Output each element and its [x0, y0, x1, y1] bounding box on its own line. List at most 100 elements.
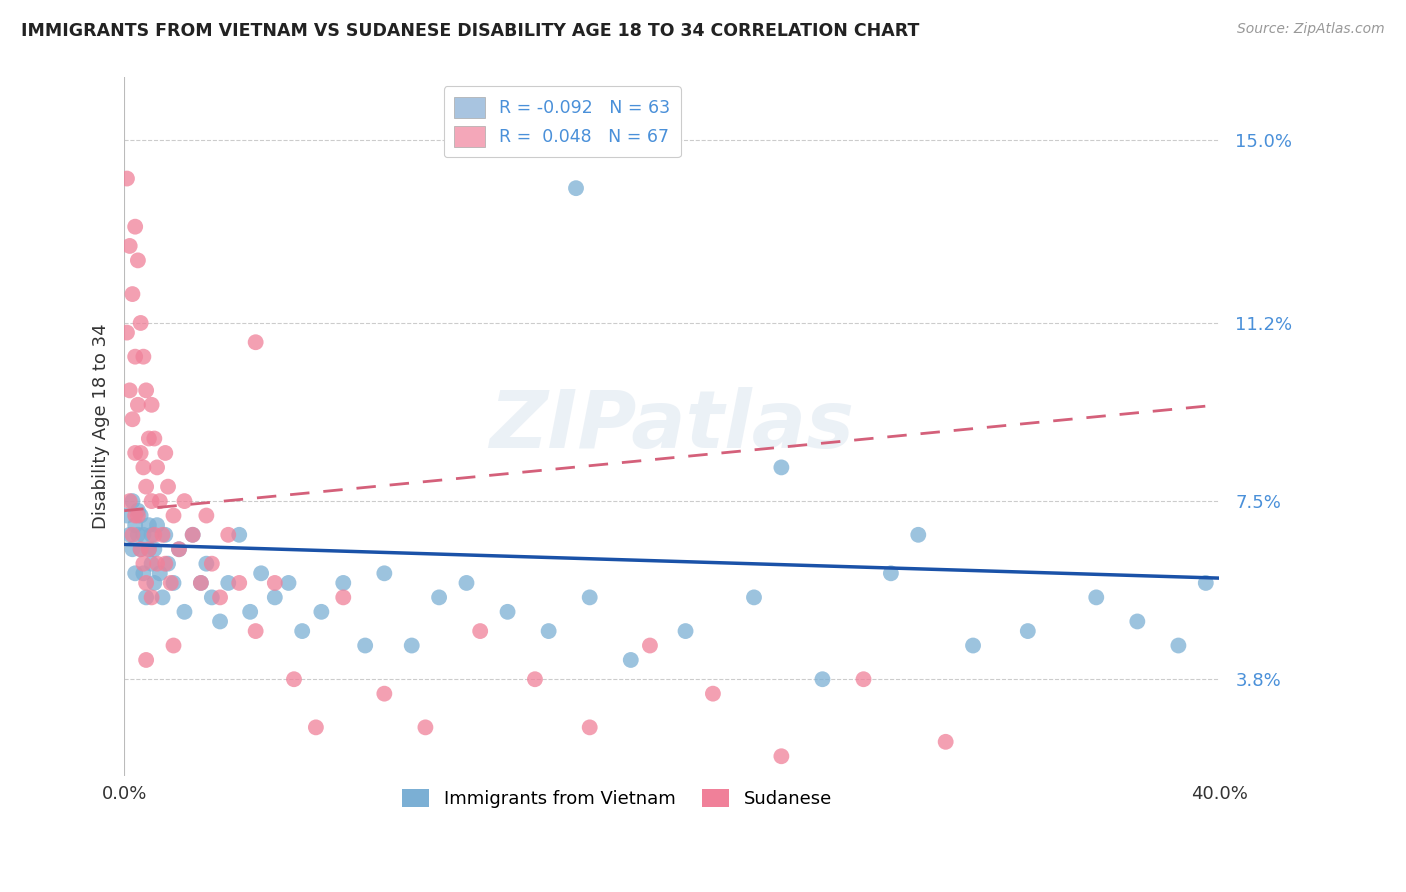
Point — [135, 591, 157, 605]
Point — [638, 639, 661, 653]
Text: Source: ZipAtlas.com: Source: ZipAtlas.com — [1237, 22, 1385, 37]
Point — [537, 624, 560, 638]
Point — [135, 384, 157, 398]
Point — [311, 605, 333, 619]
Point — [332, 591, 354, 605]
Point — [124, 350, 146, 364]
Point — [157, 480, 180, 494]
Point — [127, 504, 149, 518]
Point — [228, 576, 250, 591]
Point — [332, 576, 354, 591]
Point — [129, 446, 152, 460]
Point — [152, 528, 174, 542]
Point — [118, 494, 141, 508]
Point — [129, 508, 152, 523]
Point — [373, 687, 395, 701]
Point — [201, 557, 224, 571]
Point — [115, 508, 138, 523]
Point — [146, 557, 169, 571]
Point — [415, 720, 437, 734]
Point — [129, 316, 152, 330]
Point — [162, 576, 184, 591]
Point — [173, 494, 195, 508]
Point — [907, 528, 929, 542]
Point — [121, 494, 143, 508]
Point — [162, 508, 184, 523]
Point — [1195, 576, 1218, 591]
Point — [962, 639, 984, 653]
Point — [121, 287, 143, 301]
Point — [162, 639, 184, 653]
Point — [523, 672, 546, 686]
Text: ZIPatlas: ZIPatlas — [489, 387, 855, 466]
Point — [181, 528, 204, 542]
Point — [121, 412, 143, 426]
Point — [135, 480, 157, 494]
Point — [620, 653, 643, 667]
Point — [138, 432, 160, 446]
Point — [305, 720, 328, 734]
Point — [880, 566, 903, 581]
Point — [291, 624, 314, 638]
Point — [115, 326, 138, 340]
Y-axis label: Disability Age 18 to 34: Disability Age 18 to 34 — [93, 324, 110, 529]
Point — [141, 591, 163, 605]
Point — [239, 605, 262, 619]
Point — [427, 591, 450, 605]
Point — [181, 528, 204, 542]
Point — [935, 735, 957, 749]
Point — [132, 350, 155, 364]
Point — [245, 335, 267, 350]
Point — [141, 494, 163, 508]
Point — [159, 576, 181, 591]
Point — [470, 624, 492, 638]
Point — [456, 576, 478, 591]
Point — [149, 494, 172, 508]
Point — [127, 253, 149, 268]
Point — [1017, 624, 1039, 638]
Point — [124, 518, 146, 533]
Point — [228, 528, 250, 542]
Point — [135, 653, 157, 667]
Point — [115, 171, 138, 186]
Point — [373, 566, 395, 581]
Point — [121, 528, 143, 542]
Point — [146, 518, 169, 533]
Point — [195, 557, 218, 571]
Point — [127, 508, 149, 523]
Point — [141, 528, 163, 542]
Point — [283, 672, 305, 686]
Point — [124, 508, 146, 523]
Point — [167, 542, 190, 557]
Point — [1167, 639, 1189, 653]
Point — [401, 639, 423, 653]
Point — [770, 749, 793, 764]
Point — [217, 576, 239, 591]
Point — [852, 672, 875, 686]
Point — [127, 398, 149, 412]
Point — [209, 591, 232, 605]
Point — [129, 542, 152, 557]
Point — [118, 528, 141, 542]
Point — [121, 542, 143, 557]
Point — [152, 591, 174, 605]
Point — [157, 557, 180, 571]
Point — [118, 239, 141, 253]
Point — [124, 446, 146, 460]
Point — [770, 460, 793, 475]
Point — [190, 576, 212, 591]
Point — [127, 528, 149, 542]
Point — [124, 219, 146, 234]
Point — [143, 528, 166, 542]
Point — [250, 566, 273, 581]
Point — [141, 398, 163, 412]
Point — [138, 518, 160, 533]
Point — [263, 591, 285, 605]
Point — [354, 639, 377, 653]
Point — [263, 576, 285, 591]
Point — [742, 591, 765, 605]
Point — [190, 576, 212, 591]
Point — [155, 557, 177, 571]
Point — [138, 542, 160, 557]
Point — [141, 557, 163, 571]
